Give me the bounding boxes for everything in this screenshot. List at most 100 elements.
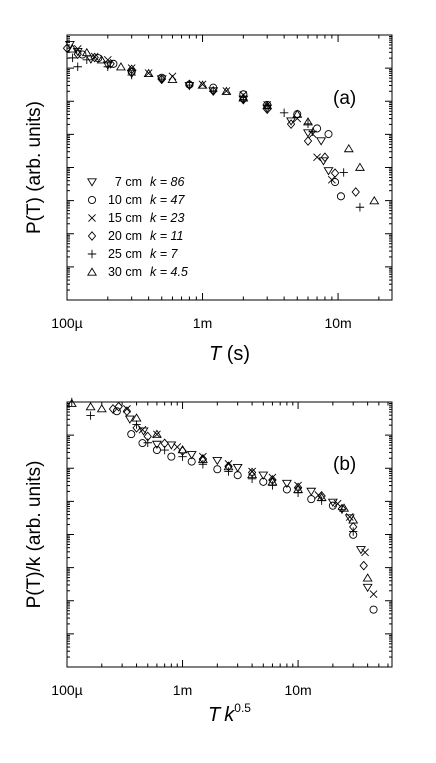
data-point <box>212 457 223 466</box>
data-point <box>303 119 313 128</box>
legend-k-value: k = 23 <box>150 211 184 225</box>
data-point <box>186 451 197 460</box>
panel-label: (a) <box>333 88 356 109</box>
data-point <box>224 467 233 476</box>
series-15-cm <box>123 405 378 599</box>
data-point <box>209 87 218 96</box>
x-tick-label: 10m <box>324 315 351 331</box>
x-axis-label-unit: (s) <box>221 343 250 365</box>
panel-a: 100µ 1m 10m (a) P(T) (arb. units) T (s) 7 cm k … <box>24 34 393 365</box>
data-points <box>66 397 378 614</box>
data-point <box>313 124 322 133</box>
data-point <box>369 590 378 599</box>
data-point <box>302 129 313 138</box>
series-30-cm <box>66 398 373 582</box>
data-point <box>331 178 340 187</box>
data-point <box>369 195 380 205</box>
data-point <box>267 477 278 486</box>
data-point <box>185 80 194 90</box>
series-10-cm <box>112 407 378 614</box>
series-30-cm <box>67 44 380 205</box>
legend-k-value: k = 4.5 <box>150 265 188 279</box>
data-point <box>263 104 272 115</box>
x-axis-label-exponent: 0.5 <box>234 701 251 715</box>
data-point <box>221 86 232 95</box>
data-point <box>126 69 137 79</box>
data-point <box>258 471 269 480</box>
data-point <box>348 515 359 524</box>
data-point <box>153 430 161 439</box>
data-point <box>96 403 107 413</box>
data-point <box>355 203 365 212</box>
data-point <box>362 573 373 582</box>
data-point <box>369 605 378 614</box>
y-axis-ticks <box>67 401 392 668</box>
data-point <box>123 405 131 413</box>
data-point <box>173 443 182 451</box>
data-point <box>303 136 313 146</box>
data-point <box>85 401 96 411</box>
data-point <box>238 93 249 102</box>
data-point <box>328 501 337 510</box>
data-point <box>293 484 304 494</box>
data-point <box>351 187 360 197</box>
x-tick-label: 1m <box>173 682 192 698</box>
data-point <box>259 477 268 486</box>
data-point <box>223 461 234 471</box>
x-axis-ticks <box>66 402 389 667</box>
legend: 7 cm k = 86 10 cm k = 47 15 cm k = 23 20 cm k =… <box>87 175 188 279</box>
data-point <box>330 168 340 179</box>
legend-series-name: 15 cm <box>108 211 142 225</box>
data-point <box>336 192 345 201</box>
data-point <box>73 62 82 71</box>
series-25-cm <box>68 53 365 212</box>
data-point <box>355 546 366 555</box>
data-point <box>345 513 354 521</box>
data-point <box>232 463 243 473</box>
data-point <box>286 117 297 126</box>
series-7-cm <box>124 415 373 593</box>
y-axis-label: P(T) (arb. units) <box>24 101 45 234</box>
data-point <box>293 114 302 123</box>
data-point <box>187 457 196 466</box>
data-point <box>337 505 347 514</box>
legend-series-name: 10 cm <box>108 193 142 207</box>
data-point <box>361 548 369 557</box>
data-point <box>177 445 188 454</box>
data-point <box>82 55 92 65</box>
data-point <box>306 487 317 497</box>
data-point <box>109 59 118 68</box>
data-point <box>73 45 82 53</box>
data-point <box>96 55 107 64</box>
data-point <box>333 499 342 508</box>
data-point <box>262 100 273 110</box>
legend-item: 30 cm k = 4.5 <box>87 265 188 279</box>
x-axis-label-variable: T <box>208 704 222 726</box>
data-point <box>339 503 350 512</box>
legend-marker <box>87 231 97 241</box>
data-point <box>127 70 136 80</box>
data-point <box>343 143 354 153</box>
data-point <box>127 430 136 439</box>
legend-k-value: k = 11 <box>150 229 183 243</box>
data-point <box>308 127 317 136</box>
data-point <box>167 452 176 461</box>
x-axis-ticks <box>66 35 380 300</box>
data-point <box>157 74 166 85</box>
data-point <box>362 583 373 593</box>
x-tick-label: 100µ <box>51 315 82 331</box>
data-point <box>213 465 222 474</box>
x-axis-label-variable: T <box>209 343 223 365</box>
legend-k-value: k = 86 <box>150 175 184 189</box>
legend-item: 25 cm k = 7 <box>87 247 178 261</box>
y-axis-ticks <box>67 34 392 301</box>
legend-marker <box>87 249 97 259</box>
legend-marker <box>87 267 97 276</box>
data-point <box>316 492 327 501</box>
data-point <box>132 422 141 433</box>
data-point <box>143 438 152 447</box>
data-point <box>138 427 149 436</box>
data-point <box>279 108 289 118</box>
